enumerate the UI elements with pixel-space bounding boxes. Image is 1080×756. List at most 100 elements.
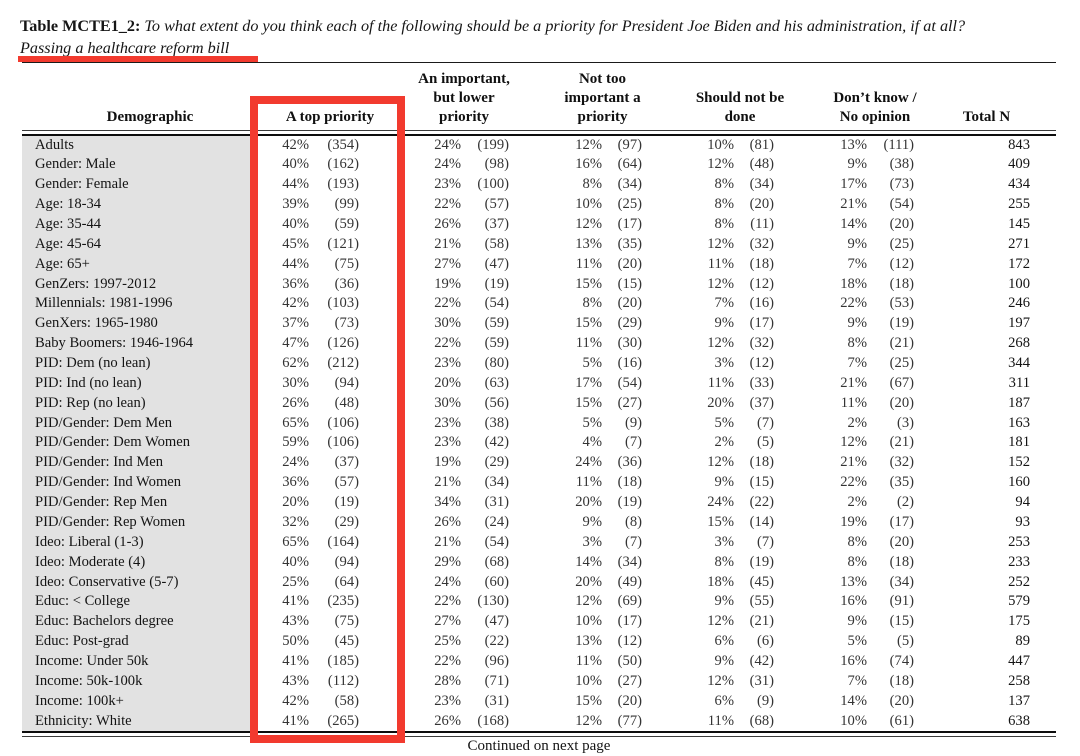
percent-cell: 65% bbox=[282, 414, 309, 431]
count-cell: (45) bbox=[334, 633, 359, 650]
count-cell: (27) bbox=[617, 394, 642, 411]
count-cell: (42) bbox=[484, 434, 509, 451]
percent-cell: 10% bbox=[707, 136, 734, 153]
table-row: Income: Under 50k 41% (185) 22% (96) 11% (50) 9… bbox=[22, 651, 1056, 672]
count-cell: (25) bbox=[889, 235, 914, 252]
count-cell: (34) bbox=[749, 176, 774, 193]
count-cell: (7) bbox=[624, 533, 642, 550]
count-cell: (55) bbox=[749, 593, 774, 610]
percent-cell: 8% bbox=[714, 553, 734, 570]
count-cell: (103) bbox=[327, 295, 359, 312]
percent-cell: 42% bbox=[282, 692, 309, 709]
percent-cell: 30% bbox=[434, 394, 461, 411]
percent-cell: 10% bbox=[840, 712, 867, 729]
percent-cell: 45% bbox=[282, 235, 309, 252]
count-cell: (17) bbox=[617, 216, 642, 233]
percent-cell: 9% bbox=[847, 315, 867, 332]
percent-cell: 12% bbox=[707, 454, 734, 471]
percent-cell: 43% bbox=[282, 672, 309, 689]
count-cell: (94) bbox=[334, 553, 359, 570]
count-cell: (74) bbox=[889, 652, 914, 669]
percent-cell: 8% bbox=[847, 533, 867, 550]
count-cell: (69) bbox=[617, 593, 642, 610]
demographic-cell: Ideo: Liberal (1-3) bbox=[22, 532, 250, 553]
percent-cell: 24% bbox=[282, 454, 309, 471]
count-cell: (193) bbox=[327, 176, 359, 193]
percent-cell: 14% bbox=[840, 216, 867, 233]
percent-cell: 40% bbox=[282, 553, 309, 570]
percent-cell: 39% bbox=[282, 196, 309, 213]
table-row: Baby Boomers: 1946-1964 47% (126) 22% (59) 11… bbox=[22, 334, 1056, 355]
percent-cell: 10% bbox=[575, 672, 602, 689]
total-n-cell: 579 bbox=[1008, 593, 1030, 610]
percent-cell: 24% bbox=[707, 494, 734, 511]
column-header-dont-know: Don’t know / No opinion bbox=[777, 89, 917, 127]
count-cell: (126) bbox=[327, 335, 359, 352]
demographic-cell: PID: Ind (no lean) bbox=[22, 373, 250, 394]
count-cell: (106) bbox=[327, 434, 359, 451]
percent-cell: 43% bbox=[282, 613, 309, 630]
count-cell: (68) bbox=[749, 712, 774, 729]
percent-cell: 12% bbox=[707, 235, 734, 252]
percent-cell: 15% bbox=[575, 394, 602, 411]
table-row: Age: 35-44 40% (59) 26% (37) 12% (17) 8% (11) 14%… bbox=[22, 215, 1056, 235]
percent-cell: 21% bbox=[840, 374, 867, 391]
count-cell: (354) bbox=[327, 136, 359, 153]
percent-cell: 12% bbox=[575, 216, 602, 233]
percent-cell: 22% bbox=[434, 593, 461, 610]
count-cell: (25) bbox=[617, 196, 642, 213]
percent-cell: 7% bbox=[847, 255, 867, 272]
percent-cell: 50% bbox=[282, 633, 309, 650]
count-cell: (30) bbox=[617, 335, 642, 352]
percent-cell: 7% bbox=[847, 355, 867, 372]
percent-cell: 19% bbox=[434, 275, 461, 292]
count-cell: (81) bbox=[749, 136, 774, 153]
percent-cell: 29% bbox=[434, 553, 461, 570]
column-header-demographic: Demographic bbox=[22, 108, 250, 127]
count-cell: (60) bbox=[484, 573, 509, 590]
count-cell: (265) bbox=[327, 712, 359, 729]
column-header-total-n: Total N bbox=[917, 108, 1056, 127]
demographic-cell: Income: 100k+ bbox=[22, 691, 250, 712]
demographic-cell: Ideo: Conservative (5-7) bbox=[22, 572, 250, 593]
count-cell: (12) bbox=[617, 633, 642, 650]
table-row: PID: Rep (no lean) 26% (48) 30% (56) 15% (27) 2… bbox=[22, 393, 1056, 414]
count-cell: (31) bbox=[749, 672, 774, 689]
total-n-cell: 89 bbox=[1015, 633, 1030, 650]
count-cell: (168) bbox=[477, 712, 509, 729]
count-cell: (32) bbox=[749, 335, 774, 352]
percent-cell: 19% bbox=[840, 513, 867, 530]
total-n-cell: 181 bbox=[1008, 434, 1030, 451]
percent-cell: 22% bbox=[434, 335, 461, 352]
total-n-cell: 93 bbox=[1015, 513, 1030, 530]
count-cell: (98) bbox=[484, 156, 509, 173]
bottom-rule bbox=[22, 731, 1056, 737]
count-cell: (20) bbox=[617, 295, 642, 312]
table-row: PID/Gender: Dem Men 65% (106) 23% (38) 5% (9) 5… bbox=[22, 413, 1056, 434]
count-cell: (2) bbox=[896, 494, 914, 511]
table-row: Income: 100k+ 42% (58) 23% (31) 15% (20) 6% (9) 1… bbox=[22, 691, 1056, 712]
total-n-cell: 197 bbox=[1008, 315, 1030, 332]
percent-cell: 40% bbox=[282, 216, 309, 233]
percent-cell: 30% bbox=[434, 315, 461, 332]
count-cell: (68) bbox=[484, 553, 509, 570]
count-cell: (54) bbox=[484, 295, 509, 312]
count-cell: (25) bbox=[889, 355, 914, 372]
table-row: PID/Gender: Ind Men 24% (37) 19% (29) 24% (36)… bbox=[22, 453, 1056, 474]
percent-cell: 9% bbox=[582, 513, 602, 530]
percent-cell: 13% bbox=[575, 633, 602, 650]
header-rule bbox=[22, 130, 1056, 136]
percent-cell: 26% bbox=[434, 712, 461, 729]
demographic-cell: Ethnicity: White bbox=[22, 711, 250, 732]
percent-cell: 14% bbox=[575, 553, 602, 570]
count-cell: (50) bbox=[617, 652, 642, 669]
demographic-cell: Millennials: 1981-1996 bbox=[22, 294, 250, 315]
percent-cell: 22% bbox=[434, 652, 461, 669]
percent-cell: 12% bbox=[575, 136, 602, 153]
count-cell: (94) bbox=[334, 374, 359, 391]
count-cell: (5) bbox=[756, 434, 774, 451]
count-cell: (73) bbox=[889, 176, 914, 193]
percent-cell: 26% bbox=[434, 513, 461, 530]
count-cell: (91) bbox=[889, 593, 914, 610]
